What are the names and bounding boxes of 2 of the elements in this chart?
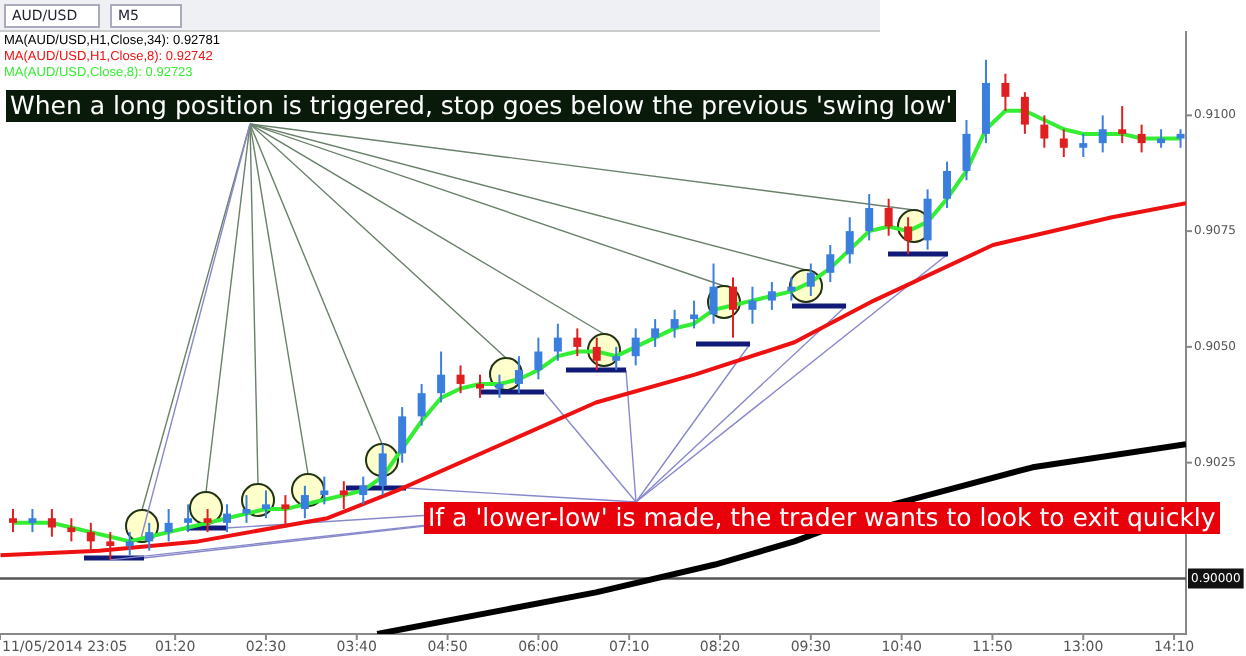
annotation: When a long position is triggered, stop goes below the previous 'swing low' bbox=[6, 90, 957, 122]
annotation: If a 'lower-low' is made, the trader wants to look to exit quickly bbox=[424, 502, 1220, 534]
